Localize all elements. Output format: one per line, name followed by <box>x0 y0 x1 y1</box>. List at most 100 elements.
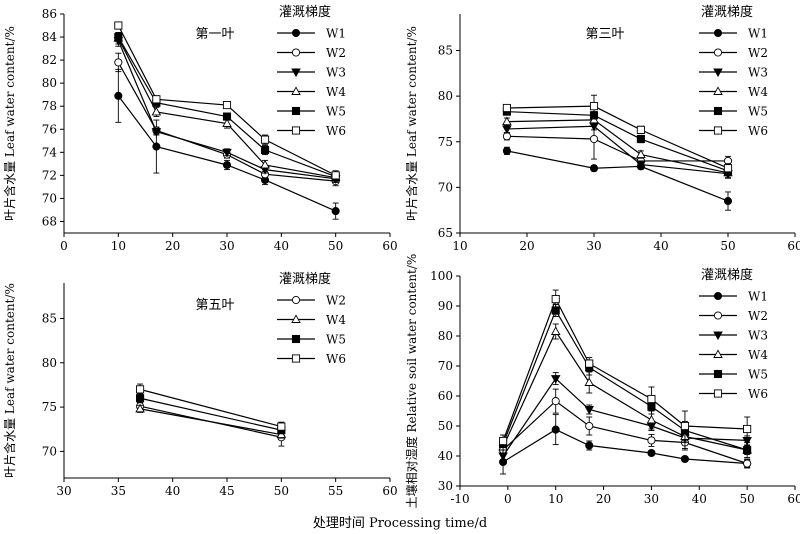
data-point <box>551 397 560 406</box>
data-point <box>260 135 270 144</box>
data-point <box>589 134 599 144</box>
data-point <box>636 134 645 144</box>
data-point <box>152 142 161 151</box>
legend-marker <box>291 295 301 305</box>
y-axis-label: 叶片含水量 Leaf water content/% <box>404 26 419 221</box>
data-point <box>585 359 594 368</box>
x-tick-label: 60 <box>787 492 800 506</box>
series-line <box>139 408 282 436</box>
series-w2 <box>502 118 733 166</box>
series-w4 <box>498 323 752 458</box>
series-line <box>139 397 282 431</box>
legend-marker <box>713 389 723 398</box>
data-point <box>502 103 511 113</box>
data-point <box>550 375 561 384</box>
y-tick-label: 90 <box>438 299 453 313</box>
data-point <box>260 145 270 155</box>
y-tick-label: 60 <box>438 389 453 403</box>
x-tick-label: 40 <box>692 492 707 506</box>
series-w1 <box>502 146 733 211</box>
data-point <box>636 125 645 134</box>
series-line <box>502 428 748 465</box>
x-tick-label: 20 <box>519 239 534 253</box>
data-point <box>647 394 656 404</box>
x-tick-label: 60 <box>382 484 397 498</box>
y-tick-label: 30 <box>438 479 453 493</box>
y-tick-label: 74 <box>42 145 58 159</box>
data-point <box>277 422 286 431</box>
y-tick-label: 70 <box>42 444 57 458</box>
legend-label: W4 <box>326 313 346 327</box>
data-point <box>584 377 594 386</box>
series-w5 <box>499 304 752 455</box>
data-point <box>136 394 145 403</box>
legend-label: W4 <box>748 348 768 362</box>
legend-marker <box>291 68 301 78</box>
legend-label: W4 <box>748 85 768 99</box>
series-w6 <box>502 94 733 174</box>
y-tick-label: 80 <box>42 356 57 370</box>
y-tick-label: 100 <box>430 269 453 283</box>
data-point <box>551 425 560 434</box>
legend-marker <box>713 68 723 78</box>
legend-label: W2 <box>748 46 768 60</box>
series-w4 <box>502 114 733 178</box>
x-tick-label: 60 <box>382 239 397 253</box>
data-point <box>331 207 340 216</box>
data-point <box>550 326 561 335</box>
y-tick-label: 40 <box>438 449 453 463</box>
y-axis-label: 叶片含水量 Leaf water content/% <box>2 283 17 478</box>
legend-label: W6 <box>326 352 346 366</box>
legend-label: W3 <box>748 66 768 80</box>
x-tick-label: 20 <box>596 492 611 506</box>
series-line <box>502 297 748 442</box>
x-tick-label: 45 <box>219 484 234 498</box>
series-w4 <box>135 403 287 439</box>
legend-label: W6 <box>748 124 768 138</box>
legend: 灌溉梯度 W1 W2 W3 W4 W5 W6 <box>277 4 346 138</box>
x-tick-label: 40 <box>274 239 289 253</box>
legend: 灌溉梯度 W1 W2 W3 W4 W5 W6 <box>699 267 768 401</box>
data-point <box>743 445 752 455</box>
y-tick-label: 78 <box>42 99 57 113</box>
data-point <box>680 454 689 464</box>
panel-title: 第一叶 <box>195 27 234 42</box>
x-tick-label: 10 <box>111 239 126 253</box>
y-tick-label: 86 <box>42 7 57 21</box>
legend-label: W6 <box>326 124 346 138</box>
legend: 灌溉梯度 W1 W2 W3 W4 W5 W6 <box>699 4 768 138</box>
legend-marker <box>291 48 301 57</box>
data-point <box>743 424 752 434</box>
data-point <box>135 403 145 413</box>
legend-marker <box>291 106 301 116</box>
legend-marker <box>713 311 723 320</box>
x-tick-label: 50 <box>720 239 735 253</box>
x-tick-label: 30 <box>644 492 659 506</box>
legend-marker <box>713 126 723 135</box>
legend-marker <box>291 126 301 135</box>
y-tick-label: 76 <box>42 122 57 136</box>
legend-marker <box>713 349 723 358</box>
data-point <box>723 197 733 206</box>
data-point <box>222 118 232 127</box>
panel-title: 第五叶 <box>195 298 234 313</box>
y-tick-label: 50 <box>438 419 453 433</box>
x-tick-label: 30 <box>56 484 71 498</box>
data-point <box>585 421 594 431</box>
series-w2 <box>136 402 286 447</box>
data-point <box>222 101 232 110</box>
legend-label: W1 <box>748 27 768 41</box>
x-tick-label: 50 <box>740 492 755 506</box>
series-line <box>506 125 729 175</box>
series-line <box>139 388 282 428</box>
series-w3 <box>498 372 752 463</box>
legend-marker <box>291 86 301 95</box>
series-w5 <box>136 393 286 435</box>
y-axis-label: 叶片含水量 Leaf water content/% <box>2 26 17 221</box>
data-point <box>585 441 594 450</box>
series-line <box>506 119 729 174</box>
series-line <box>506 111 729 172</box>
x-tick-label: 50 <box>328 239 343 253</box>
legend-title: 灌溉梯度 <box>279 271 331 287</box>
x-tick-label: 60 <box>787 239 800 253</box>
